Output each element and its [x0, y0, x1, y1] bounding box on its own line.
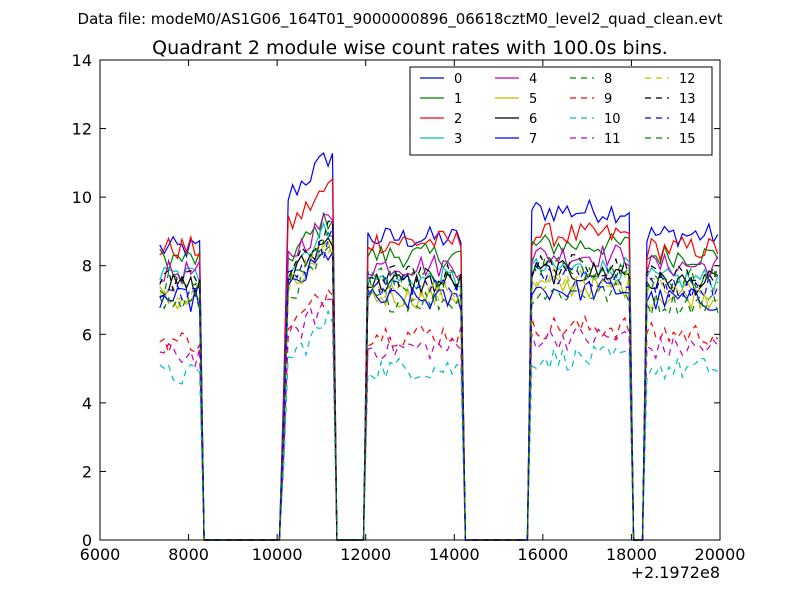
series-line-2: [159, 177, 719, 541]
series-line-15: [159, 231, 719, 541]
y-tick-label: 10: [72, 188, 92, 207]
legend-label-4: 4: [529, 72, 537, 87]
plot-frame: [99, 59, 721, 541]
legend-label-14: 14: [679, 112, 696, 127]
x-offset-label: +2.1972e8: [631, 563, 720, 582]
series-line-11: [159, 298, 719, 541]
x-tick-label: 14000: [429, 545, 480, 564]
legend-label-12: 12: [679, 72, 696, 87]
x-tick-label: 16000: [517, 545, 568, 564]
x-tick-label: 12000: [340, 545, 391, 564]
legend-label-6: 6: [529, 112, 537, 127]
legend-label-3: 3: [454, 132, 462, 147]
x-tick-label: 20000: [695, 545, 746, 564]
series-line-1: [159, 212, 719, 541]
x-tick-label: 8000: [168, 545, 209, 564]
series-line-12: [159, 240, 719, 541]
legend-label-8: 8: [604, 72, 612, 87]
y-tick-label: 14: [72, 51, 92, 70]
y-tick-label: 2: [82, 462, 92, 481]
chart-suptitle: Data file: modeM0/AS1G06_164T01_90000008…: [78, 10, 723, 29]
y-tick-label: 4: [82, 394, 92, 413]
series-line-0: [159, 151, 719, 541]
legend-label-10: 10: [604, 112, 621, 127]
series-line-3: [159, 221, 719, 541]
series-line-13: [159, 220, 719, 541]
legend-label-9: 9: [604, 92, 612, 107]
legend-label-2: 2: [454, 112, 462, 127]
x-tick-label: 6000: [80, 545, 121, 564]
y-tick-label: 6: [82, 325, 92, 344]
legend-label-1: 1: [454, 92, 462, 107]
legend-box: [409, 66, 713, 156]
y-tick-label: 8: [82, 257, 92, 276]
series-line-6: [159, 236, 719, 541]
series-line-10: [159, 309, 719, 541]
y-tick-label: 12: [72, 120, 92, 139]
series-line-4: [159, 213, 719, 541]
series-lines: [159, 151, 719, 541]
chart-title: Quadrant 2 module wise count rates with …: [152, 37, 668, 59]
plot-area: 6000 8000 10000 12000 14000 16000 18000 20000 0 2…: [72, 51, 746, 564]
legend-label-11: 11: [604, 132, 621, 147]
series-line-9: [159, 288, 719, 541]
legend-label-0: 0: [454, 72, 462, 87]
legend-label-13: 13: [679, 92, 696, 107]
y-tick-label: 0: [82, 531, 92, 550]
x-tick-label: 18000: [606, 545, 657, 564]
legend-label-7: 7: [529, 132, 537, 147]
legend-label-15: 15: [679, 132, 696, 147]
legend-label-5: 5: [529, 92, 537, 107]
x-axis: 6000 8000 10000 12000 14000 16000 18000 20000: [80, 60, 746, 564]
x-tick-label: 10000: [252, 545, 303, 564]
series-line-7: [159, 250, 718, 541]
